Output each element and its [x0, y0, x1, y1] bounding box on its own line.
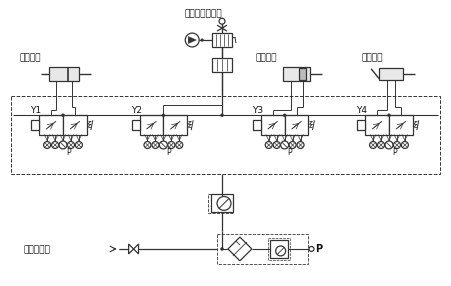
Bar	[217, 234, 308, 264]
Circle shape	[221, 247, 224, 251]
Bar	[39, 115, 63, 135]
Bar	[365, 115, 389, 135]
Circle shape	[283, 114, 286, 117]
Circle shape	[393, 142, 400, 148]
Circle shape	[176, 142, 183, 148]
Text: P: P	[66, 148, 71, 157]
Circle shape	[297, 142, 304, 148]
Bar	[389, 115, 413, 135]
Text: Y2: Y2	[131, 106, 142, 115]
Bar	[379, 68, 403, 80]
Text: P: P	[288, 148, 292, 157]
Circle shape	[289, 142, 296, 148]
Bar	[31, 120, 39, 130]
Circle shape	[385, 141, 393, 149]
Circle shape	[159, 141, 167, 149]
Circle shape	[144, 142, 151, 148]
Circle shape	[44, 142, 51, 148]
Bar	[11, 96, 440, 174]
Circle shape	[265, 142, 272, 148]
Circle shape	[51, 142, 59, 148]
Circle shape	[387, 114, 391, 117]
Text: 推包气缸: 推包气缸	[361, 53, 382, 62]
Circle shape	[221, 114, 224, 117]
Bar	[283, 67, 310, 81]
Circle shape	[152, 142, 159, 148]
Circle shape	[273, 142, 280, 148]
Bar	[285, 115, 308, 135]
Text: P: P	[315, 244, 322, 254]
Bar	[63, 115, 87, 135]
Circle shape	[377, 142, 385, 148]
Circle shape	[162, 114, 165, 117]
Circle shape	[168, 142, 175, 148]
Text: Y4: Y4	[356, 106, 367, 115]
Circle shape	[219, 18, 225, 24]
Bar	[270, 240, 288, 258]
Text: Y3: Y3	[252, 106, 263, 115]
Bar	[49, 67, 79, 81]
Text: 到叶轮箱充气嘴: 到叶轮箱充气嘴	[184, 9, 222, 18]
Text: P: P	[392, 148, 396, 157]
Circle shape	[201, 39, 203, 41]
Text: 压袋气缸: 压袋气缸	[256, 53, 277, 62]
Bar	[357, 120, 365, 130]
Circle shape	[68, 142, 74, 148]
Text: 三位气缸: 三位气缸	[19, 53, 41, 62]
Bar	[299, 68, 307, 80]
Bar	[139, 115, 163, 135]
Text: Y1: Y1	[30, 106, 41, 115]
Circle shape	[185, 33, 199, 47]
Circle shape	[217, 196, 231, 210]
Bar	[211, 194, 233, 212]
Bar	[261, 115, 285, 135]
Polygon shape	[228, 237, 252, 261]
Bar	[268, 238, 290, 260]
Circle shape	[61, 114, 64, 117]
Circle shape	[59, 141, 67, 149]
Circle shape	[276, 246, 285, 256]
Circle shape	[281, 141, 289, 149]
Circle shape	[309, 247, 314, 251]
Text: P: P	[166, 148, 171, 157]
Bar	[212, 58, 232, 72]
Bar	[208, 194, 233, 213]
Circle shape	[75, 142, 83, 148]
Polygon shape	[133, 244, 138, 254]
Circle shape	[370, 142, 377, 148]
Circle shape	[401, 142, 408, 148]
Polygon shape	[188, 37, 196, 43]
Bar	[163, 115, 187, 135]
Polygon shape	[129, 244, 133, 254]
Bar	[253, 120, 261, 130]
Bar	[132, 120, 139, 130]
Bar	[212, 33, 232, 47]
Text: 接压缩空气: 接压缩空气	[23, 245, 50, 254]
